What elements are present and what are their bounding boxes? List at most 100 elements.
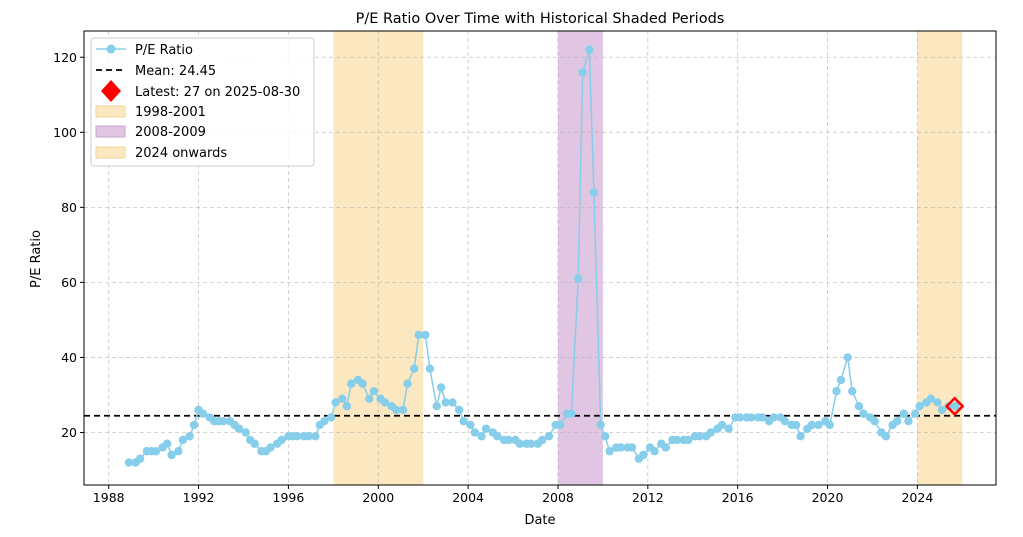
data-point bbox=[735, 413, 745, 422]
data-point bbox=[441, 398, 450, 407]
legend-series-label: P/E Ratio bbox=[135, 43, 193, 58]
legend-shade-2024-swatch bbox=[95, 146, 126, 159]
data-point bbox=[403, 379, 412, 388]
data-point bbox=[504, 435, 513, 445]
x-tick-label: 1988 bbox=[93, 490, 125, 505]
data-point bbox=[162, 439, 172, 448]
series-layer bbox=[124, 45, 960, 467]
data-point bbox=[695, 432, 704, 441]
data-point bbox=[843, 353, 852, 362]
data-point bbox=[151, 447, 161, 456]
data-point bbox=[881, 432, 891, 441]
data-point bbox=[937, 405, 947, 415]
legend-item-shade-1998: 1998-2001 bbox=[95, 105, 206, 120]
legend-latest-swatch bbox=[101, 80, 121, 102]
data-point bbox=[198, 409, 208, 418]
data-point bbox=[573, 274, 583, 283]
legend-shade-2008-label: 2008-2009 bbox=[135, 125, 206, 140]
data-point bbox=[135, 454, 145, 463]
data-point bbox=[338, 394, 347, 403]
data-point bbox=[910, 409, 920, 418]
data-point bbox=[758, 413, 767, 422]
data-point bbox=[567, 409, 576, 418]
x-axis-ticks: 1988 1992 1996 2000 2004 2008 2012 2016 2020 2024 bbox=[93, 485, 933, 505]
data-point bbox=[807, 420, 817, 430]
data-point bbox=[277, 435, 286, 445]
x-tick-label: 2004 bbox=[452, 490, 484, 505]
data-point bbox=[854, 402, 864, 411]
legend-box bbox=[90, 37, 315, 167]
data-point bbox=[915, 402, 924, 411]
y-tick-label: 100 bbox=[53, 125, 77, 140]
data-point bbox=[796, 432, 805, 441]
data-point bbox=[421, 330, 430, 340]
data-point bbox=[365, 394, 374, 403]
latest-marker bbox=[944, 396, 965, 416]
data-point bbox=[627, 443, 637, 452]
data-point bbox=[250, 439, 259, 448]
data-point bbox=[189, 420, 199, 430]
shaded-period-3 bbox=[917, 31, 963, 485]
data-point bbox=[326, 413, 336, 422]
data-point bbox=[347, 379, 356, 388]
data-point bbox=[724, 424, 733, 433]
data-point bbox=[661, 443, 670, 452]
plot-frame bbox=[83, 30, 997, 486]
data-point bbox=[836, 375, 846, 385]
data-point bbox=[369, 386, 378, 396]
data-point bbox=[493, 432, 502, 441]
x-tick-label: 2008 bbox=[542, 490, 574, 505]
data-point bbox=[892, 417, 902, 426]
data-point bbox=[219, 417, 228, 426]
y-tick-label: 80 bbox=[61, 200, 77, 215]
legend-shade-1998-swatch bbox=[95, 105, 126, 118]
y-axis-ticks: 20 40 60 80 100 120 bbox=[53, 50, 84, 440]
data-point bbox=[672, 435, 682, 445]
data-point bbox=[293, 432, 302, 441]
latest-marker-layer bbox=[944, 396, 965, 416]
data-point bbox=[410, 364, 419, 373]
data-point bbox=[481, 424, 491, 433]
data-point bbox=[859, 409, 868, 418]
x-tick-label: 2012 bbox=[632, 490, 664, 505]
x-tick-label: 2020 bbox=[812, 490, 844, 505]
data-point bbox=[477, 432, 486, 441]
legend-item-shade-2008: 2008-2009 bbox=[95, 125, 206, 140]
data-point bbox=[436, 383, 446, 392]
data-point bbox=[870, 417, 879, 426]
data-point bbox=[448, 398, 457, 407]
data-point bbox=[414, 330, 423, 340]
data-point bbox=[266, 443, 275, 452]
data-point bbox=[392, 405, 401, 415]
legend-item-shade-2024: 2024 onwards bbox=[95, 146, 227, 161]
x-tick-label: 2016 bbox=[722, 490, 754, 505]
x-tick-label: 1992 bbox=[183, 490, 215, 505]
data-point bbox=[848, 386, 857, 396]
data-point bbox=[311, 432, 320, 441]
data-point bbox=[791, 420, 801, 430]
data-point bbox=[904, 417, 913, 426]
x-tick-label: 1996 bbox=[273, 490, 305, 505]
data-point bbox=[585, 45, 594, 54]
data-point bbox=[124, 458, 134, 467]
data-point bbox=[933, 398, 942, 407]
data-point bbox=[780, 417, 790, 426]
data-point bbox=[746, 413, 756, 422]
data-point bbox=[358, 379, 367, 388]
data-point bbox=[600, 432, 610, 441]
data-point bbox=[684, 435, 693, 445]
legend-latest-label: Latest: 27 on 2025-08-30 bbox=[135, 85, 300, 100]
data-point bbox=[178, 435, 188, 445]
data-point bbox=[380, 398, 390, 407]
data-point bbox=[814, 420, 823, 430]
data-point bbox=[650, 447, 659, 456]
data-point bbox=[331, 398, 340, 407]
y-tick-label: 120 bbox=[53, 50, 77, 65]
data-point bbox=[320, 417, 329, 426]
x-tick-label: 2000 bbox=[362, 490, 394, 505]
data-point bbox=[899, 409, 909, 418]
data-point bbox=[717, 420, 727, 430]
data-point bbox=[470, 428, 480, 437]
data-point bbox=[515, 439, 524, 448]
